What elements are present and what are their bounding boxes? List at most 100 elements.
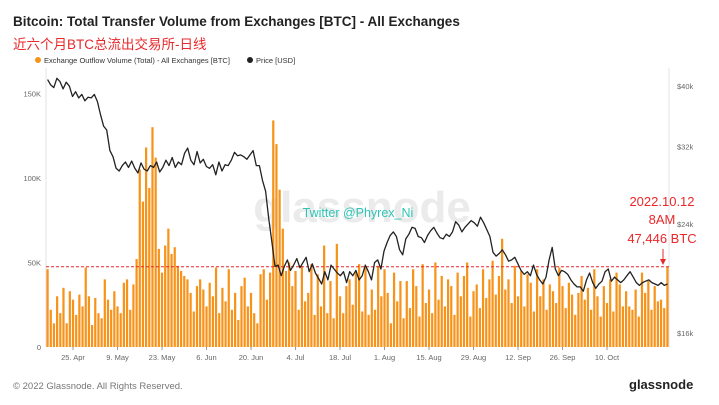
outflow-bar	[637, 316, 640, 347]
y-right-tick-label: $40k	[677, 82, 694, 91]
outflow-bar	[520, 270, 523, 347]
outflow-bar	[456, 272, 459, 347]
outflow-bar	[485, 297, 488, 347]
outflow-bar	[246, 306, 249, 347]
x-tick-label: 26. Sep	[550, 353, 576, 362]
outflow-bar	[59, 313, 62, 347]
outflow-bar	[405, 281, 408, 347]
x-tick-label: 6. Jun	[196, 353, 216, 362]
outflow-bar	[100, 318, 103, 347]
x-tick-label: 9. May	[106, 353, 129, 362]
outflow-bar	[253, 313, 256, 347]
outflow-bar	[103, 279, 106, 347]
outflow-bar	[532, 311, 536, 347]
outflow-bar	[56, 296, 59, 347]
outflow-bar	[437, 299, 440, 347]
outflow-bar	[367, 314, 370, 347]
outflow-bar	[135, 259, 138, 347]
outflow-bar	[453, 314, 456, 347]
outflow-bar	[443, 306, 447, 347]
outflow-bar	[545, 309, 548, 347]
outflow-bar	[621, 306, 625, 347]
legend-label-price: Price [USD]	[256, 56, 295, 65]
outflow-bar	[535, 269, 539, 347]
brand-logo[interactable]: glassnode	[626, 377, 697, 392]
outflow-bar	[583, 299, 586, 347]
outflow-bar	[399, 281, 402, 347]
outflow-bar	[548, 284, 551, 347]
outflow-bar	[208, 282, 211, 347]
outflow-bar	[412, 269, 415, 347]
outflow-bar	[205, 306, 208, 347]
outflow-bar	[256, 323, 259, 347]
outflow-bar	[628, 306, 631, 347]
outflow-bar	[577, 292, 580, 347]
outflow-bar	[234, 292, 237, 347]
outflow-bar	[539, 296, 542, 347]
outflow-bar	[427, 289, 431, 347]
outflow-bar	[481, 269, 485, 347]
outflow-bar	[497, 275, 501, 347]
outflow-bar	[62, 287, 65, 347]
outflow-bar	[510, 303, 513, 347]
outflow-bar	[526, 274, 529, 347]
outflow-bar	[342, 313, 345, 347]
outflow-bar	[141, 201, 145, 347]
outflow-bar	[179, 270, 183, 347]
legend[interactable]: Exchange Outflow Volume (Total) - All Ex…	[35, 56, 295, 65]
outflow-bar	[249, 292, 253, 347]
outflow-bar	[574, 314, 577, 347]
outflow-bar	[656, 301, 659, 347]
outflow-bar	[488, 279, 491, 347]
x-tick-label: 12. Sep	[505, 353, 531, 362]
outflow-bar	[415, 286, 418, 347]
outflow-bar	[472, 291, 475, 347]
outflow-bar	[377, 265, 380, 347]
outflow-bar	[361, 311, 364, 347]
outflow-bar	[459, 296, 462, 347]
outflow-bar	[663, 308, 666, 347]
outflow-bar	[364, 267, 367, 347]
outflow-bar	[599, 316, 602, 347]
outflow-bar	[170, 254, 173, 347]
outflow-bar	[211, 296, 214, 347]
outflow-bar	[424, 303, 427, 347]
watermark: glassnode	[253, 183, 471, 232]
annotation-value: 47,446 BTC	[627, 231, 696, 246]
outflow-bar	[97, 313, 100, 347]
outflow-bar	[202, 289, 205, 347]
outflow-bar	[551, 291, 555, 347]
outflow-bar	[284, 270, 288, 347]
outflow-bar	[189, 292, 192, 347]
outflow-bar	[561, 286, 564, 347]
y-left-tick-label: 100K	[23, 174, 41, 183]
outflow-bar	[151, 127, 154, 347]
annotation-date: 2022.10.12	[629, 194, 694, 209]
outflow-bar	[332, 318, 335, 347]
outflow-bar	[373, 309, 377, 347]
outflow-bar	[265, 299, 269, 347]
outflow-bar	[634, 289, 637, 347]
outflow-bar	[590, 309, 593, 347]
outflow-bar	[138, 169, 141, 347]
outflow-bar	[316, 274, 319, 347]
outflow-bar	[78, 294, 81, 347]
x-tick-label: 20. Jun	[239, 353, 264, 362]
outflow-bar	[389, 323, 392, 347]
outflow-bar	[154, 157, 157, 347]
outflow-bar	[421, 264, 424, 347]
outflow-bar	[173, 247, 176, 347]
y-right-tick-label: $24k	[677, 220, 694, 229]
outflow-bar	[396, 301, 399, 347]
outflow-bar	[555, 303, 558, 347]
outflow-bar	[640, 272, 644, 347]
x-tick-label: 10. Oct	[595, 353, 620, 362]
x-tick-label: 29. Aug	[461, 353, 486, 362]
outflow-bar	[110, 309, 113, 347]
outflow-bar	[370, 289, 373, 347]
outflow-bar	[157, 248, 160, 347]
outflow-bar	[516, 296, 520, 347]
outflow-bar	[326, 313, 329, 347]
outflow-bar	[221, 287, 224, 347]
legend-label-outflow: Exchange Outflow Volume (Total) - All Ex…	[44, 56, 230, 65]
